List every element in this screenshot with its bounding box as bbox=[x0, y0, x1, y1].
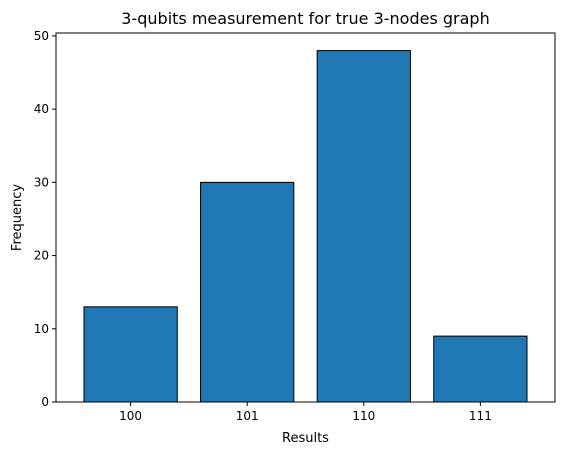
x-axis-ticks: 100 101 110 111 bbox=[119, 402, 492, 423]
x-tick-label: 100 bbox=[119, 409, 142, 423]
x-axis-label: Results bbox=[282, 431, 329, 446]
y-axis-ticks: 0 10 20 30 40 50 bbox=[34, 29, 56, 409]
bar-100 bbox=[83, 306, 178, 403]
y-tick-label: 30 bbox=[34, 175, 49, 189]
x-tick-label: 111 bbox=[469, 409, 492, 423]
y-tick-label: 0 bbox=[41, 395, 49, 409]
y-tick-label: 10 bbox=[34, 322, 49, 336]
y-tick-label: 40 bbox=[34, 102, 49, 116]
y-axis-label: Frequency bbox=[10, 184, 25, 251]
y-tick-label: 20 bbox=[34, 249, 49, 263]
x-tick-label: 101 bbox=[236, 409, 259, 423]
bar-110 bbox=[316, 50, 411, 403]
y-tick-label: 50 bbox=[34, 29, 49, 43]
bars-group bbox=[83, 50, 528, 403]
x-tick-label: 110 bbox=[352, 409, 375, 423]
bar-111 bbox=[433, 335, 528, 403]
chart-title: 3-qubits measurement for true 3-nodes gr… bbox=[121, 9, 489, 28]
plot-frame bbox=[55, 32, 556, 403]
bar-101 bbox=[200, 181, 295, 403]
